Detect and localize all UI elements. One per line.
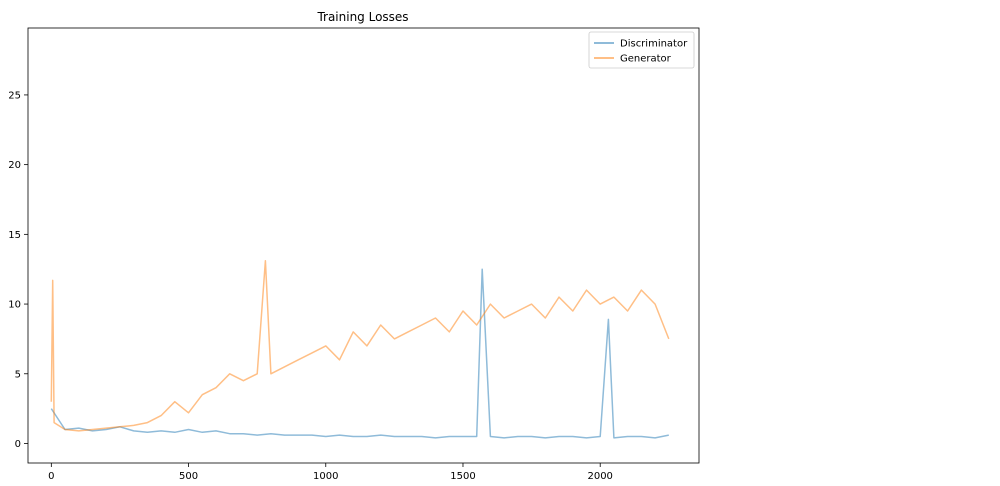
x-tick-label: 0 [48, 471, 54, 482]
x-tick-label: 1500 [450, 471, 475, 482]
y-tick-label: 10 [8, 300, 21, 311]
y-tick-label: 15 [8, 230, 21, 241]
x-tick-label: 500 [179, 471, 198, 482]
y-tick-label: 25 [8, 90, 21, 101]
legend: Discriminator Generator [588, 31, 695, 69]
y-tick-label: 0 [15, 439, 21, 450]
legend-box [588, 31, 695, 69]
y-tick-label: 5 [15, 369, 21, 380]
x-tick-label: 2000 [587, 471, 612, 482]
plot-area [27, 27, 700, 464]
legend-label-generator: Generator [620, 54, 672, 65]
chart-title: Training Losses [316, 10, 408, 24]
y-axis: 0 5 10 15 20 25 [8, 90, 28, 450]
x-axis: 0 500 1000 1500 2000 [48, 463, 613, 482]
legend-label-discriminator: Discriminator [620, 39, 688, 50]
x-tick-label: 1000 [313, 471, 338, 482]
plot-frame [27, 27, 700, 464]
y-tick-label: 20 [8, 160, 21, 171]
series-line-discriminator [50, 268, 669, 439]
series-line-generator [50, 260, 670, 432]
